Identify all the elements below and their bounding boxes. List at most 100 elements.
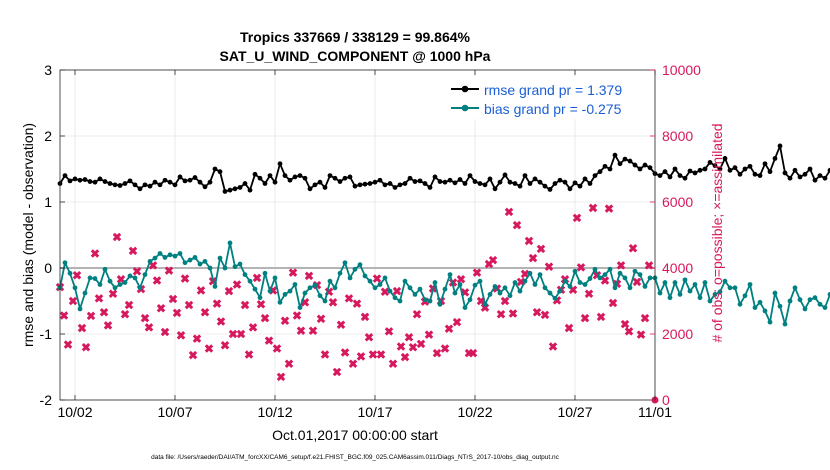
assimilated-marker — [196, 286, 206, 295]
rmse-point — [572, 180, 578, 186]
bias-point — [147, 259, 153, 264]
bias-point — [312, 282, 318, 288]
assimilated-marker-core — [70, 298, 76, 304]
assimilated-marker-core — [230, 331, 236, 337]
assimilated-marker-core — [258, 302, 264, 307]
assimilated-marker — [444, 324, 454, 333]
rmse-point — [387, 181, 393, 186]
assimilated-marker — [500, 296, 510, 306]
bias-point — [487, 292, 493, 297]
y-right-axis-ticks: 0 2000 4000 6000 8000 10000 — [650, 62, 701, 408]
bias-point — [292, 282, 298, 287]
bias-point — [257, 295, 263, 301]
assimilated-marker — [90, 249, 100, 258]
rmse-point — [577, 183, 583, 189]
bias-point — [262, 270, 268, 276]
assimilated-marker-core — [190, 352, 196, 358]
assimilated-marker-core — [322, 352, 328, 357]
assimilated-marker — [328, 298, 338, 307]
bias-point — [397, 298, 403, 304]
assimilated-marker-core — [162, 329, 168, 335]
rmse-point — [672, 166, 678, 172]
bias-point — [417, 286, 423, 292]
assimilated-marker — [244, 350, 254, 359]
rmse-point — [637, 166, 643, 172]
rmse-point — [552, 181, 558, 186]
assimilated-marker — [356, 352, 366, 361]
assimilated-marker-core — [546, 264, 552, 269]
assimilated-marker — [480, 303, 490, 312]
assimilated-marker — [272, 344, 282, 353]
rmse-point — [517, 183, 523, 189]
bias-point — [552, 295, 558, 301]
assimilated-marker — [86, 311, 96, 321]
rmse-point — [227, 187, 233, 193]
assimilated-marker-core — [550, 344, 556, 349]
bias-point — [212, 284, 218, 289]
grid-lines — [60, 69, 656, 401]
bias-point — [597, 275, 603, 281]
bias-point — [517, 288, 523, 294]
rmse-point — [667, 174, 673, 180]
rmse-point — [757, 173, 763, 179]
bias-point — [752, 305, 758, 310]
assimilated-marker-core — [582, 315, 588, 321]
assimilated-marker-core — [238, 331, 244, 337]
rmse-point — [172, 182, 178, 188]
rmse-point — [367, 181, 373, 186]
assimilated-marker — [640, 313, 650, 323]
legend-bias-marker — [461, 104, 469, 112]
bias-point — [407, 285, 413, 291]
assimilated-marker — [468, 348, 478, 358]
assimilated-marker-core — [526, 238, 532, 244]
rmse-point — [382, 182, 388, 188]
assimilated-marker — [408, 342, 418, 352]
assimilated-marker-core — [350, 361, 356, 366]
bias-point — [217, 255, 223, 261]
assimilated-marker — [232, 280, 242, 289]
assimilated-marker-core — [490, 257, 496, 263]
assimilated-marker — [496, 309, 506, 319]
assimilated-marker-core — [65, 342, 71, 347]
bias-point — [377, 282, 383, 287]
rmse-point — [777, 143, 783, 149]
x-tick-label: 10/12 — [257, 404, 292, 420]
assimilated-marker-core — [338, 322, 344, 327]
rmse-point — [632, 162, 638, 168]
assimilated-marker-core — [394, 288, 400, 294]
rmse-point — [332, 175, 338, 181]
assimilated-marker-core — [566, 325, 572, 331]
rmse-point — [787, 175, 793, 181]
rmse-point — [77, 177, 83, 183]
bias-point — [697, 295, 703, 301]
assimilated-marker-core — [110, 291, 116, 296]
rmse-point — [822, 175, 828, 181]
assimilated-marker — [252, 273, 262, 283]
y-left-tick-label: 1 — [44, 194, 52, 210]
chart-title-line1: Tropics 337669 / 338129 = 99.864% — [240, 29, 471, 45]
rmse-point — [342, 175, 348, 181]
assimilated-marker-core — [434, 350, 440, 356]
rmse-point — [72, 176, 78, 182]
bias-point — [357, 262, 363, 268]
y-right-tick-label: 6000 — [662, 194, 693, 210]
bias-point — [632, 268, 638, 274]
assimilated-marker-core — [530, 255, 536, 261]
assimilated-marker — [544, 262, 554, 271]
bias-point — [157, 251, 163, 256]
assimilated-marker-core — [178, 333, 184, 338]
assimilated-marker — [548, 342, 558, 351]
rmse-point — [802, 171, 808, 177]
rmse-point — [437, 179, 443, 184]
assimilated-marker — [340, 348, 350, 357]
rmse-point — [322, 185, 328, 190]
assimilated-marker — [372, 274, 382, 283]
bias-point — [342, 260, 348, 266]
bias-point — [322, 298, 328, 304]
bias-point — [647, 275, 653, 281]
bias-point — [427, 298, 433, 304]
x-tick-label: 11/01 — [638, 404, 672, 420]
bias-point — [367, 278, 373, 284]
assimilated-marker-core — [362, 314, 368, 320]
rmse-point — [297, 173, 303, 179]
